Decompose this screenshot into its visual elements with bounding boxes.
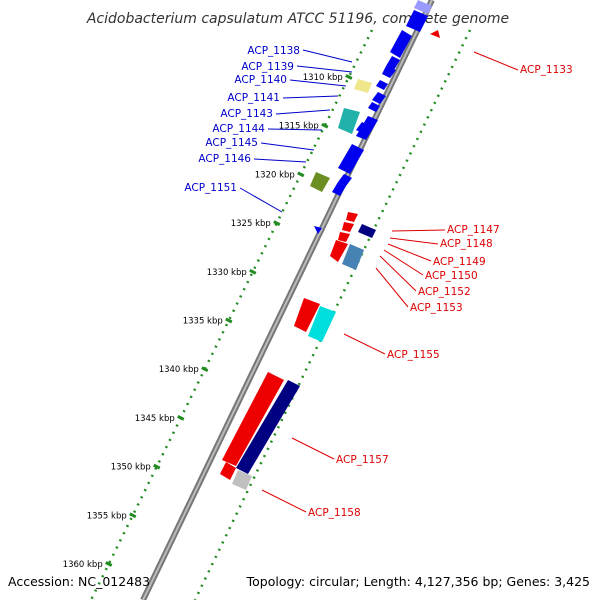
tick-label: 1320 kbp <box>255 170 295 180</box>
gene-features <box>220 0 440 490</box>
genome-backbone-highlight <box>142 0 433 600</box>
label-acp-1146[interactable]: ACP_1146 <box>198 153 251 165</box>
gene-acp-1149[interactable] <box>338 232 350 242</box>
tick-label: 1335 kbp <box>183 317 223 327</box>
label-acp-1155[interactable]: ACP_1155 <box>387 349 440 361</box>
label-acp-1152[interactable]: ACP_1152 <box>418 286 471 298</box>
label-acp-1157[interactable]: ACP_1157 <box>336 454 389 466</box>
inner-dotted-track <box>193 29 472 600</box>
tick-mark <box>153 463 161 470</box>
label-acp-1149[interactable]: ACP_1149 <box>433 256 486 268</box>
gene-acp-1144[interactable] <box>356 122 370 134</box>
label-acp-1144[interactable]: ACP_1144 <box>212 123 265 135</box>
tick-label: 1330 kbp <box>207 268 247 278</box>
gene-acp-1151[interactable] <box>314 226 322 234</box>
tick-mark <box>297 171 305 178</box>
label-acp-1150[interactable]: ACP_1150 <box>425 270 478 282</box>
tick-mark <box>225 317 233 324</box>
label-acp-1147[interactable]: ACP_1147 <box>447 224 500 236</box>
tick-label: 1340 kbp <box>159 365 199 375</box>
tick-label: 1310 kbp <box>303 73 343 83</box>
gene-acp-1138[interactable] <box>390 30 412 58</box>
gene-acp-1157-tail[interactable] <box>220 462 236 480</box>
tick-label: 1355 kbp <box>87 511 127 521</box>
gene-acp-1145-green[interactable] <box>310 172 330 192</box>
label-acp-1148[interactable]: ACP_1148 <box>440 238 493 250</box>
tick-mark <box>201 366 209 373</box>
tick-mark <box>249 268 257 275</box>
accession-label: Accession: NC_012483 <box>8 574 150 589</box>
gene-acp-1150[interactable] <box>330 240 348 262</box>
gene-acp-1157[interactable] <box>222 372 284 466</box>
label-acp-1153[interactable]: ACP_1153 <box>410 302 463 314</box>
tick-mark <box>345 74 353 80</box>
label-acp-1158[interactable]: ACP_1158 <box>308 507 361 519</box>
gene-acp-1155[interactable] <box>308 306 336 342</box>
tick-label: 1315 kbp <box>279 122 319 132</box>
label-acp-1140[interactable]: ACP_1140 <box>234 74 287 86</box>
gene-acp-1133[interactable] <box>430 30 440 38</box>
label-acp-1143[interactable]: ACP_1143 <box>220 108 273 120</box>
label-acp-1139[interactable]: ACP_1139 <box>241 61 294 73</box>
topology-label: Topology: circular; Length: 4,127,356 bp… <box>246 574 590 589</box>
gene-acp-1147-navy[interactable] <box>358 224 376 238</box>
label-acp-1133[interactable]: ACP_1133 <box>520 64 573 76</box>
tick-mark <box>321 122 329 129</box>
gene-acp-1158[interactable] <box>232 470 252 490</box>
gene-acp-1146c[interactable] <box>332 182 346 196</box>
tick-mark <box>129 512 137 519</box>
gene-acp-1141[interactable] <box>372 92 386 104</box>
left-label-group: ACP_1138 ACP_1139 ACP_1140 ACP_1141 ACP_… <box>184 45 353 213</box>
tick-mark <box>273 220 281 226</box>
label-acp-1151[interactable]: ACP_1151 <box>184 182 237 194</box>
tick-mark <box>105 561 113 567</box>
tick-label: 1360 kbp <box>63 560 103 570</box>
gene-acp-1141b[interactable] <box>368 102 380 112</box>
gene-acp-1133-block[interactable] <box>406 10 428 32</box>
gene-light-top[interactable] <box>414 0 432 14</box>
gene-acp-1140b[interactable] <box>376 80 388 90</box>
gene-acp-1157-navy[interactable] <box>236 380 300 474</box>
gene-acp-1140[interactable] <box>354 79 372 93</box>
tick-mark <box>177 415 185 421</box>
gene-acp-1152[interactable] <box>342 244 364 270</box>
tick-label: 1350 kbp <box>111 463 151 473</box>
label-acp-1141[interactable]: ACP_1141 <box>227 92 280 104</box>
gene-acp-1153[interactable] <box>294 298 320 332</box>
right-label-group: ACP_1133 ACP_1147 ACP_1148 ACP_1149 ACP_… <box>261 51 573 519</box>
tick-label: 1325 kbp <box>231 219 271 229</box>
label-acp-1138[interactable]: ACP_1138 <box>247 45 300 57</box>
gene-acp-1146[interactable] <box>338 144 364 174</box>
gene-acp-1139[interactable] <box>386 56 400 70</box>
gene-acp-1146b[interactable] <box>338 174 352 186</box>
map-title: Acidobacterium capsulatum ATCC 51196, co… <box>86 11 509 27</box>
label-acp-1145[interactable]: ACP_1145 <box>205 137 258 149</box>
gene-acp-1148[interactable] <box>342 222 354 232</box>
gene-acp-1147[interactable] <box>346 212 358 222</box>
gene-acp-1143[interactable] <box>338 108 360 134</box>
gene-acp-1139b[interactable] <box>382 66 396 78</box>
tick-group: 1310 kbp 1315 kbp 1320 kbp 1325 kbp 1330 kbp… <box>63 73 353 570</box>
tick-label: 1345 kbp <box>135 414 175 424</box>
